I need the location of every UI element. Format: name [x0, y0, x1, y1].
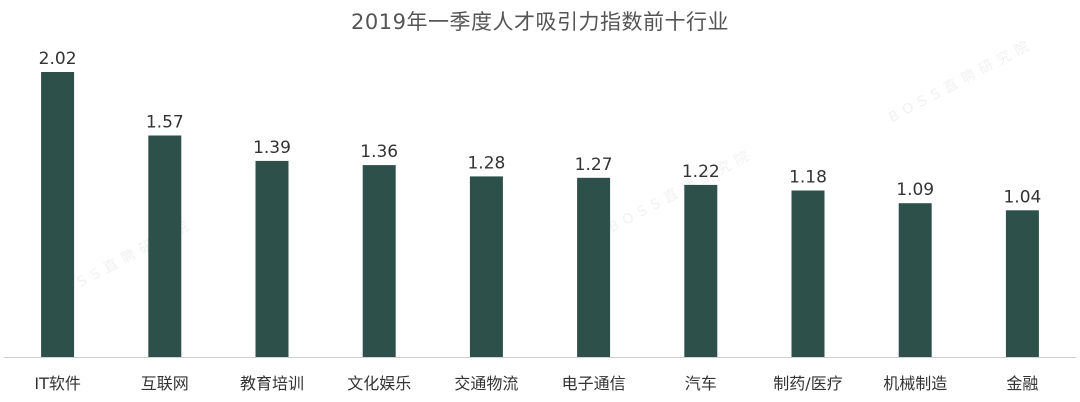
bar-3 [362, 165, 396, 357]
value-label-1: 1.57 [146, 113, 184, 133]
bar-1 [148, 135, 182, 357]
bar-9 [1005, 210, 1039, 357]
bar-5 [577, 177, 611, 357]
value-label-6: 1.22 [682, 162, 720, 182]
value-label-4: 1.28 [467, 153, 505, 173]
value-label-5: 1.27 [575, 155, 613, 175]
category-label-3: 文化娱乐 [347, 374, 411, 393]
value-label-9: 1.04 [1003, 187, 1041, 207]
category-label-6: 汽车 [685, 374, 717, 393]
bar-8 [898, 203, 932, 357]
chart-title: 2019年一季度人才吸引力指数前十行业 [351, 10, 729, 34]
category-label-2: 教育培训 [240, 374, 304, 393]
value-label-2: 1.39 [253, 138, 291, 158]
value-label-8: 1.09 [896, 180, 934, 200]
category-label-9: 金融 [1006, 374, 1038, 393]
bar-2 [255, 160, 289, 357]
category-label-1: 互联网 [141, 374, 189, 393]
bar-4 [469, 176, 503, 357]
category-label-8: 机械制造 [883, 374, 947, 393]
value-label-3: 1.36 [360, 142, 398, 162]
value-label-0: 2.02 [39, 49, 77, 69]
bar-0 [41, 72, 75, 357]
category-label-7: 制药/医疗 [773, 374, 842, 393]
bar-6 [684, 184, 718, 357]
bar-7 [791, 190, 825, 357]
category-label-0: IT软件 [34, 374, 81, 393]
category-label-4: 交通物流 [454, 374, 518, 393]
value-label-7: 1.18 [789, 168, 827, 188]
category-label-5: 电子通信 [562, 374, 626, 393]
